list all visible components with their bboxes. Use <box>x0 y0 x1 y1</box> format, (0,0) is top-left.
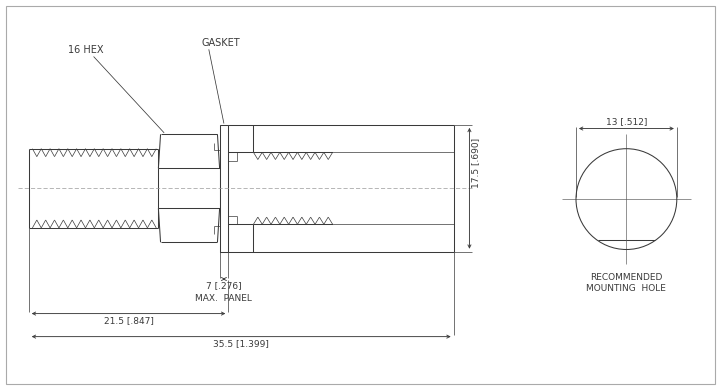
Text: 7 [.276]: 7 [.276] <box>206 281 242 290</box>
Text: 16 HEX: 16 HEX <box>68 45 104 55</box>
Bar <box>220 125 228 252</box>
Text: MAX.  PANEL: MAX. PANEL <box>196 294 252 303</box>
Text: 17.5 [.690]: 17.5 [.690] <box>472 138 480 188</box>
Text: RECOMMENDED
MOUNTING  HOLE: RECOMMENDED MOUNTING HOLE <box>587 273 666 293</box>
Text: 21.5 [.847]: 21.5 [.847] <box>104 316 153 325</box>
Text: 35.5 [1.399]: 35.5 [1.399] <box>213 339 269 348</box>
Text: GASKET: GASKET <box>202 38 240 48</box>
Text: 13 [.512]: 13 [.512] <box>606 117 647 126</box>
